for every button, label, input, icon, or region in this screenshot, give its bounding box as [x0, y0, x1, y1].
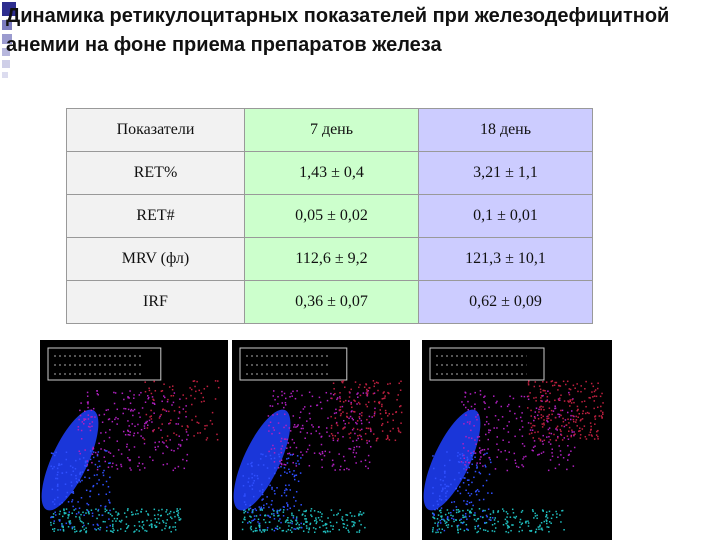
scattergram: [232, 340, 410, 540]
slide-title: Динамика ретикулоцитарных показателей пр…: [6, 5, 670, 56]
table-row: RET# 0,05 ± 0,02 0,1 ± 0,01: [66, 194, 593, 238]
table-cell: 18 день: [418, 108, 593, 152]
table-cell: RET%: [66, 151, 245, 195]
table-cell: Показатели: [66, 108, 245, 152]
scattergram: [422, 340, 612, 540]
table-cell: 0,36 ± 0,07: [244, 280, 419, 324]
decoration: [2, 2, 16, 78]
table-cell: 0,1 ± 0,01: [418, 194, 593, 238]
table-cell: 1,43 ± 0,4: [244, 151, 419, 195]
scattergram: [40, 340, 228, 540]
table-cell: 112,6 ± 9,2: [244, 237, 419, 281]
table-cell: 121,3 ± 10,1: [418, 237, 593, 281]
table-row: IRF 0,36 ± 0,07 0,62 ± 0,09: [66, 280, 593, 324]
table-cell: MRV (фл): [66, 237, 245, 281]
table-cell: 3,21 ± 1,1: [418, 151, 593, 195]
table-cell: RET#: [66, 194, 245, 238]
table-cell: 7 день: [244, 108, 419, 152]
table-cell: 0,05 ± 0,02: [244, 194, 419, 238]
table-cell: 0,62 ± 0,09: [418, 280, 593, 324]
table-row: RET% 1,43 ± 0,4 3,21 ± 1,1: [66, 151, 593, 195]
data-table: Показатели 7 день 18 день RET% 1,43 ± 0,4 3,2…: [66, 108, 593, 324]
header-row: Показатели 7 день 18 день: [66, 108, 593, 152]
table-cell: IRF: [66, 280, 245, 324]
table-row: MRV (фл) 112,6 ± 9,2 121,3 ± 10,1: [66, 237, 593, 281]
